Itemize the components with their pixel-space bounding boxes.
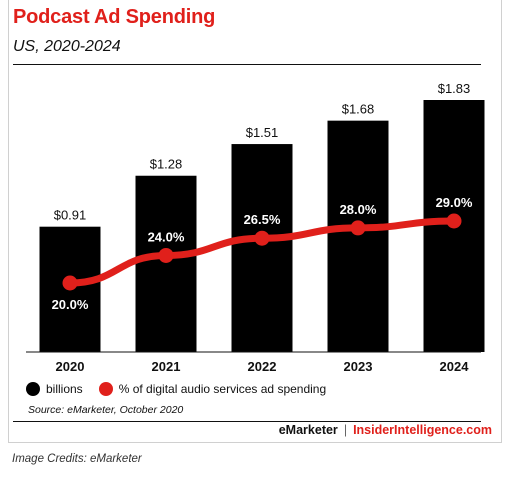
- legend: billions % of digital audio services ad …: [26, 378, 342, 400]
- line-value-label-2022: 26.5%: [244, 212, 281, 227]
- x-tick-label-2020: 2020: [56, 359, 85, 374]
- bar-value-label-2024: $1.83: [438, 81, 471, 96]
- x-tick-label-2023: 2023: [344, 359, 373, 374]
- x-tick-label-2024: 2024: [440, 359, 470, 374]
- bar-value-label-2023: $1.68: [342, 102, 375, 117]
- bar-2021: [135, 175, 197, 352]
- title-divider: [13, 64, 481, 65]
- brand-footer: eMarketer | InsiderIntelligence.com: [279, 423, 492, 437]
- line-point-2023: [350, 220, 366, 236]
- chart-title: Podcast Ad Spending: [13, 6, 216, 28]
- line-point-2024: [446, 213, 462, 229]
- line-value-label-2024: 29.0%: [436, 195, 473, 210]
- line-point-2022: [254, 230, 270, 246]
- footer-divider: [13, 421, 481, 422]
- brand-emarketer: eMarketer: [278, 423, 338, 437]
- legend-label-percent: % of digital audio services ad spending: [118, 382, 327, 396]
- legend-label-billions: billions: [46, 382, 83, 396]
- line-point-2021: [158, 247, 174, 263]
- legend-item-percent: % of digital audio services ad spending: [98, 382, 327, 396]
- brand-separator: |: [343, 423, 348, 437]
- legend-swatch-line: [98, 382, 113, 396]
- brand-insider-link[interactable]: InsiderIntelligence.com: [353, 423, 492, 437]
- bar-value-label-2022: $1.51: [246, 125, 279, 140]
- x-tick-label-2022: 2022: [248, 359, 277, 374]
- legend-swatch-bar: [26, 382, 40, 396]
- chart-subtitle: US, 2020-2024: [13, 38, 121, 55]
- image-credits: Image Credits: eMarketer: [12, 453, 142, 465]
- bar-2023: [327, 120, 389, 353]
- line-value-label-2021: 24.0%: [148, 229, 185, 244]
- x-tick-label-2021: 2021: [152, 359, 181, 374]
- legend-item-billions: billions: [26, 382, 83, 396]
- line-value-label-2020: 20.0%: [52, 297, 89, 312]
- bar-2022: [231, 144, 293, 352]
- bar-value-label-2021: $1.28: [150, 157, 183, 172]
- line-value-label-2023: 28.0%: [340, 202, 377, 217]
- line-point-2020: [62, 275, 78, 291]
- bar-value-label-2020: $0.91: [54, 208, 87, 223]
- source-note: Source: eMarketer, October 2020: [28, 404, 184, 416]
